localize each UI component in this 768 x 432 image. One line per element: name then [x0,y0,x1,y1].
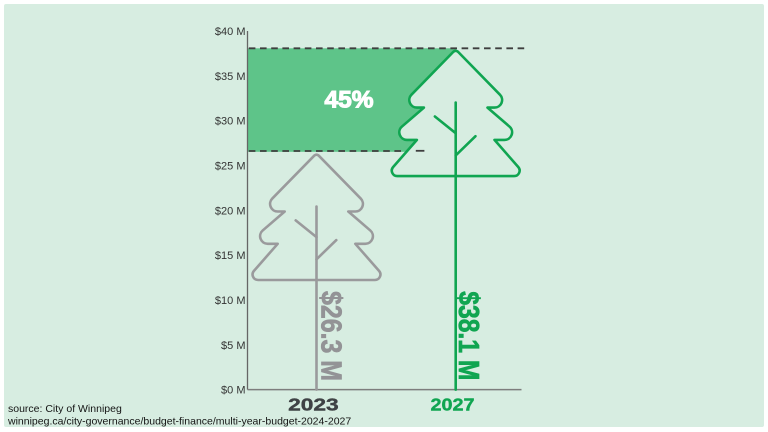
svg-text:$15 M: $15 M [215,250,246,262]
svg-text:$5 M: $5 M [221,340,245,352]
svg-text:$35 M: $35 M [215,71,246,83]
svg-text:$10 M: $10 M [215,295,246,307]
svg-text:45%: 45% [324,87,373,114]
svg-text:winnipeg.ca/city-governance/bu: winnipeg.ca/city-governance/budget-finan… [7,416,351,428]
svg-text:$30 M: $30 M [215,116,246,128]
svg-text:2027: 2027 [430,395,474,415]
svg-text:$26.3 M: $26.3 M [315,291,347,381]
svg-text:$0 M: $0 M [221,385,245,397]
svg-text:$40 M: $40 M [215,26,246,38]
svg-text:$20 M: $20 M [215,205,246,217]
svg-text:$25 M: $25 M [215,161,246,173]
svg-text:$38.1 M: $38.1 M [453,291,485,380]
svg-text:source: City of Winnipeg: source: City of Winnipeg [8,403,122,415]
svg-text:2023: 2023 [288,396,339,415]
